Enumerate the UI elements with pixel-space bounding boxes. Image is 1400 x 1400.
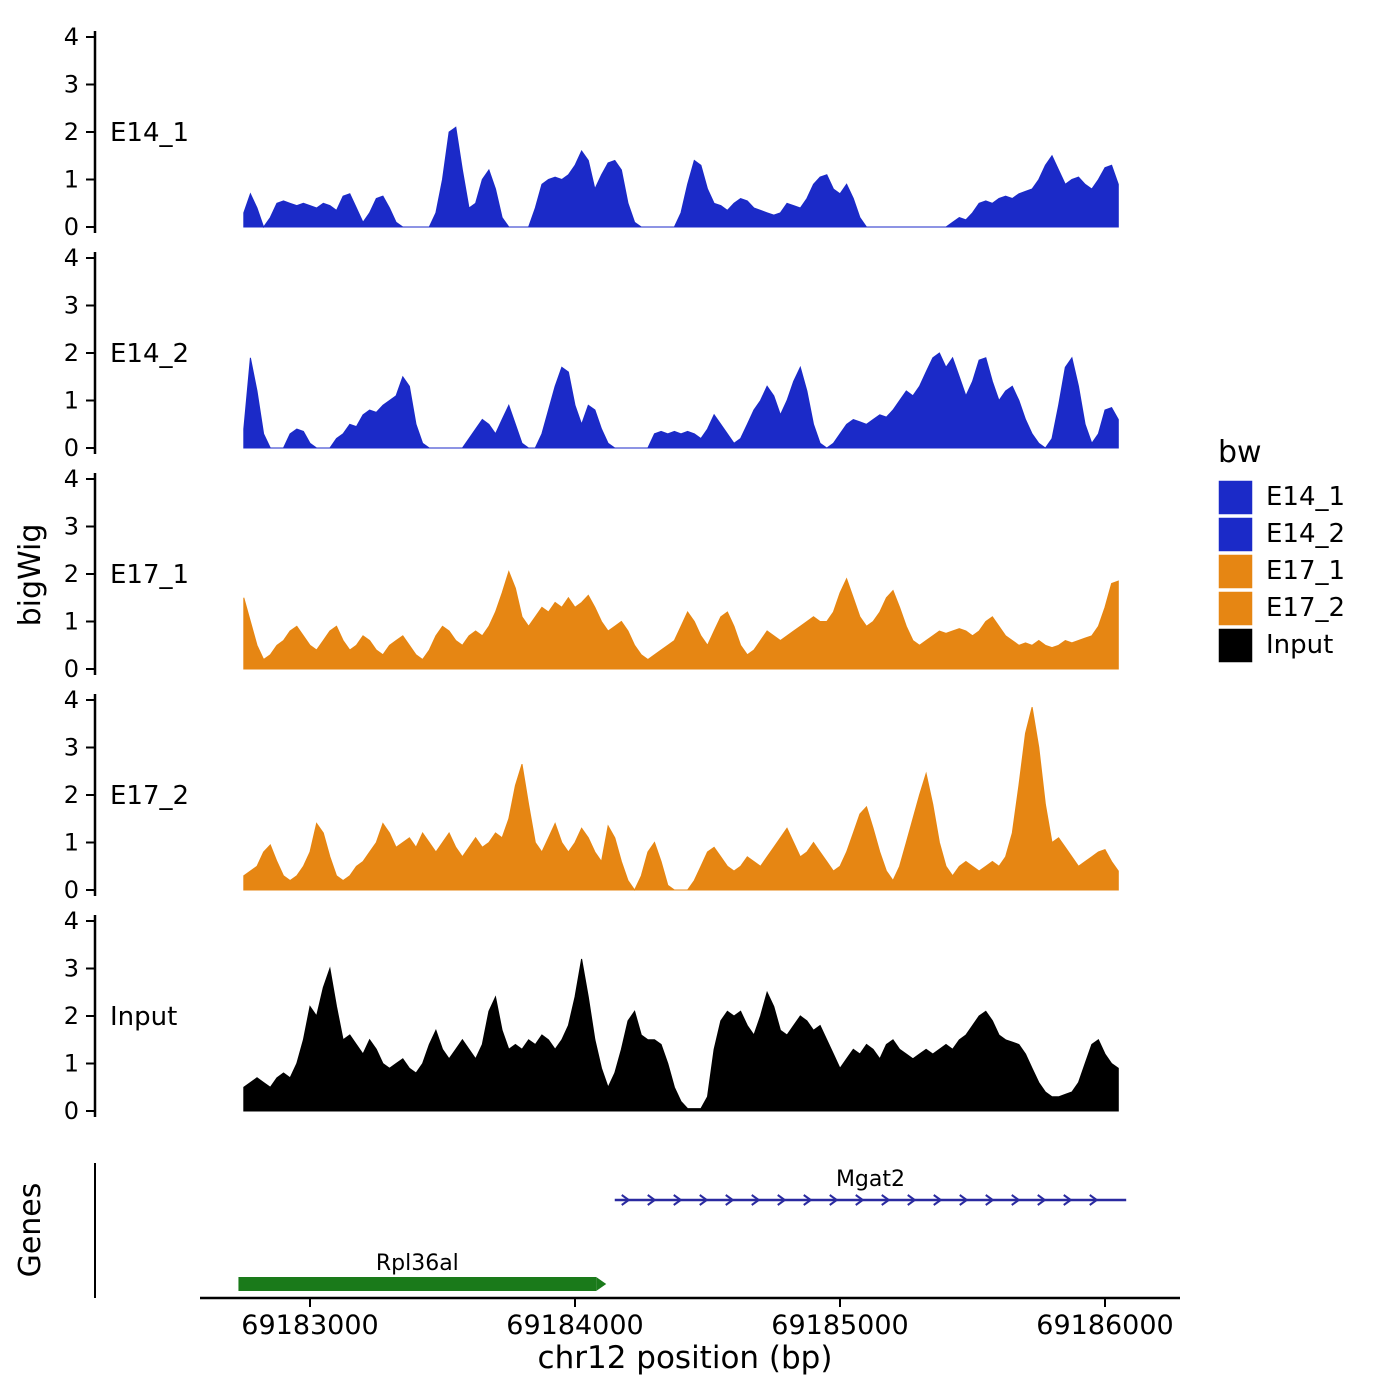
legend-key-E17_2 xyxy=(1217,590,1254,627)
y-tick-label: 0 xyxy=(64,655,79,683)
y-tick-label: 2 xyxy=(64,339,79,367)
x-tick-label: 69183000 xyxy=(241,1310,378,1341)
track-panel-E17_2: 0 1 2 3 4 E17_2 xyxy=(64,686,1119,904)
gene-Rpl36al: Rpl36al xyxy=(238,1251,607,1291)
gene-arrow-tip xyxy=(596,1277,607,1291)
track-area-Input xyxy=(243,958,1119,1112)
gene-strand-chevron xyxy=(933,1194,943,1206)
y-axis-title: bigWig xyxy=(13,524,48,627)
y-tick-label: 4 xyxy=(64,465,79,493)
y-tick-label: 4 xyxy=(64,686,79,714)
track-panel-E17_1: 0 1 2 3 4 E17_1 xyxy=(64,465,1119,683)
track-label-E17_1: E17_1 xyxy=(110,560,189,590)
track-area-E14_2 xyxy=(243,352,1119,449)
gene-strand-chevron xyxy=(647,1194,657,1206)
y-tick-label: 3 xyxy=(64,955,79,983)
track-label-E14_1: E14_1 xyxy=(110,118,189,148)
gene-strand-chevron xyxy=(777,1194,787,1206)
y-tick-label: 0 xyxy=(64,213,79,241)
gene-strand-chevron xyxy=(803,1194,813,1206)
y-tick-label: 2 xyxy=(64,560,79,588)
track-area-E14_1 xyxy=(243,126,1119,229)
gene-strand-chevron xyxy=(959,1194,969,1206)
gene-strand-chevron xyxy=(621,1194,631,1206)
y-tick-label: 3 xyxy=(64,71,79,99)
y-tick-label: 2 xyxy=(64,1002,79,1030)
gene-strand-chevron xyxy=(1011,1194,1021,1206)
y-tick-label: 0 xyxy=(64,434,79,462)
x-tick-label: 69186000 xyxy=(1036,1310,1173,1341)
y-tick-label: 1 xyxy=(64,608,79,636)
y-tick-label: 3 xyxy=(64,734,79,762)
y-tick-label: 4 xyxy=(64,907,79,935)
gene-strand-chevron xyxy=(881,1194,891,1206)
track-area-E17_1 xyxy=(243,570,1119,670)
y-tick-label: 1 xyxy=(64,387,79,415)
legend-label-E14_1: E14_1 xyxy=(1266,482,1345,512)
gene-strand-chevron xyxy=(699,1194,709,1206)
x-tick-label: 69184000 xyxy=(506,1310,643,1341)
y-tick-label: 1 xyxy=(64,829,79,857)
legend-label-E17_1: E17_1 xyxy=(1266,556,1345,586)
gene-Mgat2: Mgat2 xyxy=(614,1167,1127,1206)
x-axis: 69183000 69184000 69185000 69186000 chr12 po… xyxy=(200,1296,1180,1376)
x-axis-title: chr12 position (bp) xyxy=(538,1340,833,1376)
legend-title: bw xyxy=(1218,435,1262,470)
legend-label-E17_2: E17_2 xyxy=(1266,593,1345,623)
gene-strand-chevron xyxy=(855,1194,865,1206)
gene-strand-chevron xyxy=(829,1194,839,1206)
y-tick-label: 4 xyxy=(64,23,79,51)
legend-key-E14_2 xyxy=(1217,516,1254,553)
y-tick-label: 1 xyxy=(64,1050,79,1078)
legend-label-E14_2: E14_2 xyxy=(1266,519,1345,549)
track-label-E14_2: E14_2 xyxy=(110,339,189,369)
gene-label-Rpl36al: Rpl36al xyxy=(376,1251,459,1276)
gene-strand-chevron xyxy=(751,1194,761,1206)
track-area-E17_2 xyxy=(243,706,1119,891)
gene-strand-chevron xyxy=(725,1194,735,1206)
y-tick-label: 0 xyxy=(64,1097,79,1125)
gene-strand-chevron xyxy=(1063,1194,1073,1206)
y-tick-label: 1 xyxy=(64,166,79,194)
x-tick-label: 69185000 xyxy=(771,1310,908,1341)
y-tick-label: 4 xyxy=(64,244,79,272)
gene-strand-chevron xyxy=(673,1194,683,1206)
y-tick-label: 2 xyxy=(64,781,79,809)
genes-panel-title: Genes xyxy=(13,1183,48,1278)
y-tick-label: 3 xyxy=(64,513,79,541)
y-tick-label: 2 xyxy=(64,118,79,146)
gene-strand-chevron xyxy=(1037,1194,1047,1206)
y-tick-label: 3 xyxy=(64,292,79,320)
track-panel-Input: 0 1 2 3 4 Input xyxy=(64,907,1119,1125)
gene-label-Mgat2: Mgat2 xyxy=(836,1167,905,1192)
legend-key-E17_1 xyxy=(1217,553,1254,590)
legend-label-Input: Input xyxy=(1266,630,1333,660)
legend-key-E14_1 xyxy=(1217,479,1254,516)
track-panel-E14_2: 0 1 2 3 4 E14_2 xyxy=(64,244,1119,462)
legend-key-Input xyxy=(1217,627,1254,664)
gene-strand-chevron xyxy=(907,1194,917,1206)
gene-strand-chevron xyxy=(985,1194,995,1206)
genes-panel: Mgat2 Rpl36al xyxy=(94,1163,1127,1298)
track-label-Input: Input xyxy=(110,1002,177,1032)
track-panel-E14_1: 0 1 2 3 4 E14_1 xyxy=(64,23,1119,241)
gene-strand-chevron xyxy=(1089,1194,1099,1206)
gene-body-box xyxy=(238,1277,597,1291)
track-label-E17_2: E17_2 xyxy=(110,781,189,811)
y-tick-label: 0 xyxy=(64,876,79,904)
